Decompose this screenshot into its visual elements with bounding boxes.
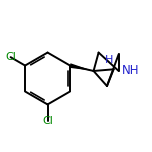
Text: Cl: Cl — [42, 116, 53, 126]
Polygon shape — [69, 63, 92, 71]
Text: H: H — [104, 55, 113, 65]
Text: NH: NH — [122, 64, 140, 78]
Text: Cl: Cl — [5, 52, 16, 62]
